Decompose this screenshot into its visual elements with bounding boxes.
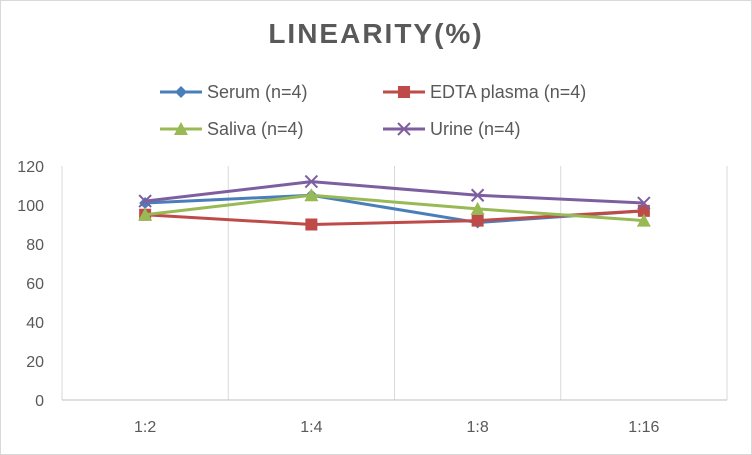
legend: Serum (n=4) EDTA plasma (n=4) Saliva (n=4)… bbox=[160, 82, 586, 139]
data-point-stroke bbox=[138, 194, 152, 208]
series-3 bbox=[138, 188, 651, 227]
data-point bbox=[470, 201, 485, 215]
legend-marker bbox=[397, 122, 411, 136]
legend-label: Saliva (n=4) bbox=[207, 119, 304, 139]
x-tick-label: 1:8 bbox=[467, 419, 489, 436]
y-tick-label: 40 bbox=[26, 315, 44, 332]
legend-entry-2: EDTA plasma (n=4) bbox=[383, 82, 586, 102]
data-point bbox=[305, 218, 318, 231]
y-tick-label: 60 bbox=[26, 276, 44, 293]
y-tick-label: 120 bbox=[17, 159, 44, 176]
y-tick-label: 0 bbox=[35, 393, 44, 410]
legend-entry-3: Saliva (n=4) bbox=[160, 119, 304, 139]
series-4 bbox=[138, 174, 651, 210]
data-point-stroke bbox=[304, 174, 319, 189]
x-tick-label: 1:2 bbox=[134, 419, 156, 436]
legend-entry-4: Urine (n=4) bbox=[383, 119, 521, 139]
x-tick-label: 1:4 bbox=[300, 419, 322, 436]
legend-label: EDTA plasma (n=4) bbox=[430, 82, 586, 102]
series-line bbox=[144, 180, 644, 205]
series-layer bbox=[138, 174, 651, 231]
legend-marker bbox=[175, 86, 187, 98]
series-line bbox=[144, 193, 644, 223]
data-point bbox=[637, 196, 651, 210]
data-point bbox=[138, 194, 152, 208]
data-point bbox=[471, 214, 484, 227]
legend-marker bbox=[174, 122, 188, 135]
legend-entry-1: Serum (n=4) bbox=[160, 82, 308, 102]
data-point bbox=[636, 213, 651, 227]
legend-marker-stroke bbox=[397, 122, 411, 136]
chart-title: LINEARITY(%) bbox=[268, 18, 484, 49]
x-tick-label: 1:16 bbox=[628, 419, 659, 436]
data-point-stroke bbox=[470, 188, 485, 202]
data-point bbox=[139, 197, 152, 210]
data-point bbox=[304, 188, 319, 202]
data-point bbox=[637, 204, 650, 217]
legend-marker bbox=[398, 86, 410, 98]
data-point-stroke bbox=[637, 196, 651, 210]
data-point bbox=[138, 207, 153, 221]
data-point bbox=[470, 188, 485, 202]
legend-label: Serum (n=4) bbox=[207, 82, 308, 102]
axis-layer: 0 20 40 60 80 100 120 1:2 1:4 1:8 1:16 bbox=[17, 159, 727, 436]
y-tick-label: 20 bbox=[26, 354, 44, 371]
legend-label: Urine (n=4) bbox=[430, 119, 521, 139]
y-tick-label: 80 bbox=[26, 237, 44, 254]
data-point bbox=[304, 174, 319, 189]
y-tick-label: 100 bbox=[17, 198, 44, 215]
